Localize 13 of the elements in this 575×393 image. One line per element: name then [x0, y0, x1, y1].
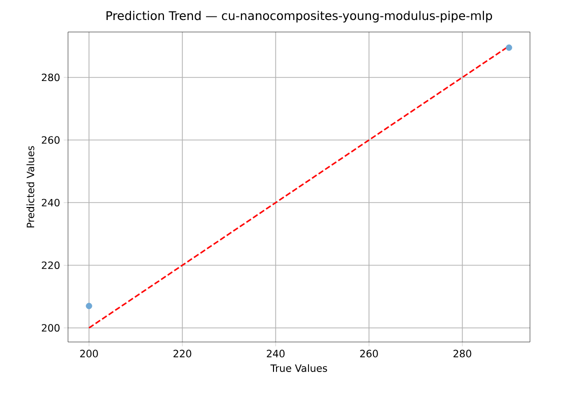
y-tick-label: 200 [42, 324, 60, 332]
x-tick-label: 280 [454, 350, 472, 358]
x-axis-title: True Values [270, 364, 328, 372]
x-tick-label: 240 [266, 350, 285, 358]
y-tick-label: 240 [42, 198, 60, 206]
y-tick-label: 280 [42, 74, 60, 82]
x-tick-label: 220 [174, 350, 192, 358]
y-tick-label: 220 [42, 261, 60, 270]
y-tick-label: 260 [42, 136, 60, 144]
y-axis-title: Predicted Values [26, 146, 34, 228]
x-tick-label: 200 [80, 350, 98, 358]
chart-title: Prediction Trend — cu-nanocomposites-young-modulus-pipe-mlp [106, 10, 492, 22]
x-tick-label: 260 [360, 350, 378, 358]
